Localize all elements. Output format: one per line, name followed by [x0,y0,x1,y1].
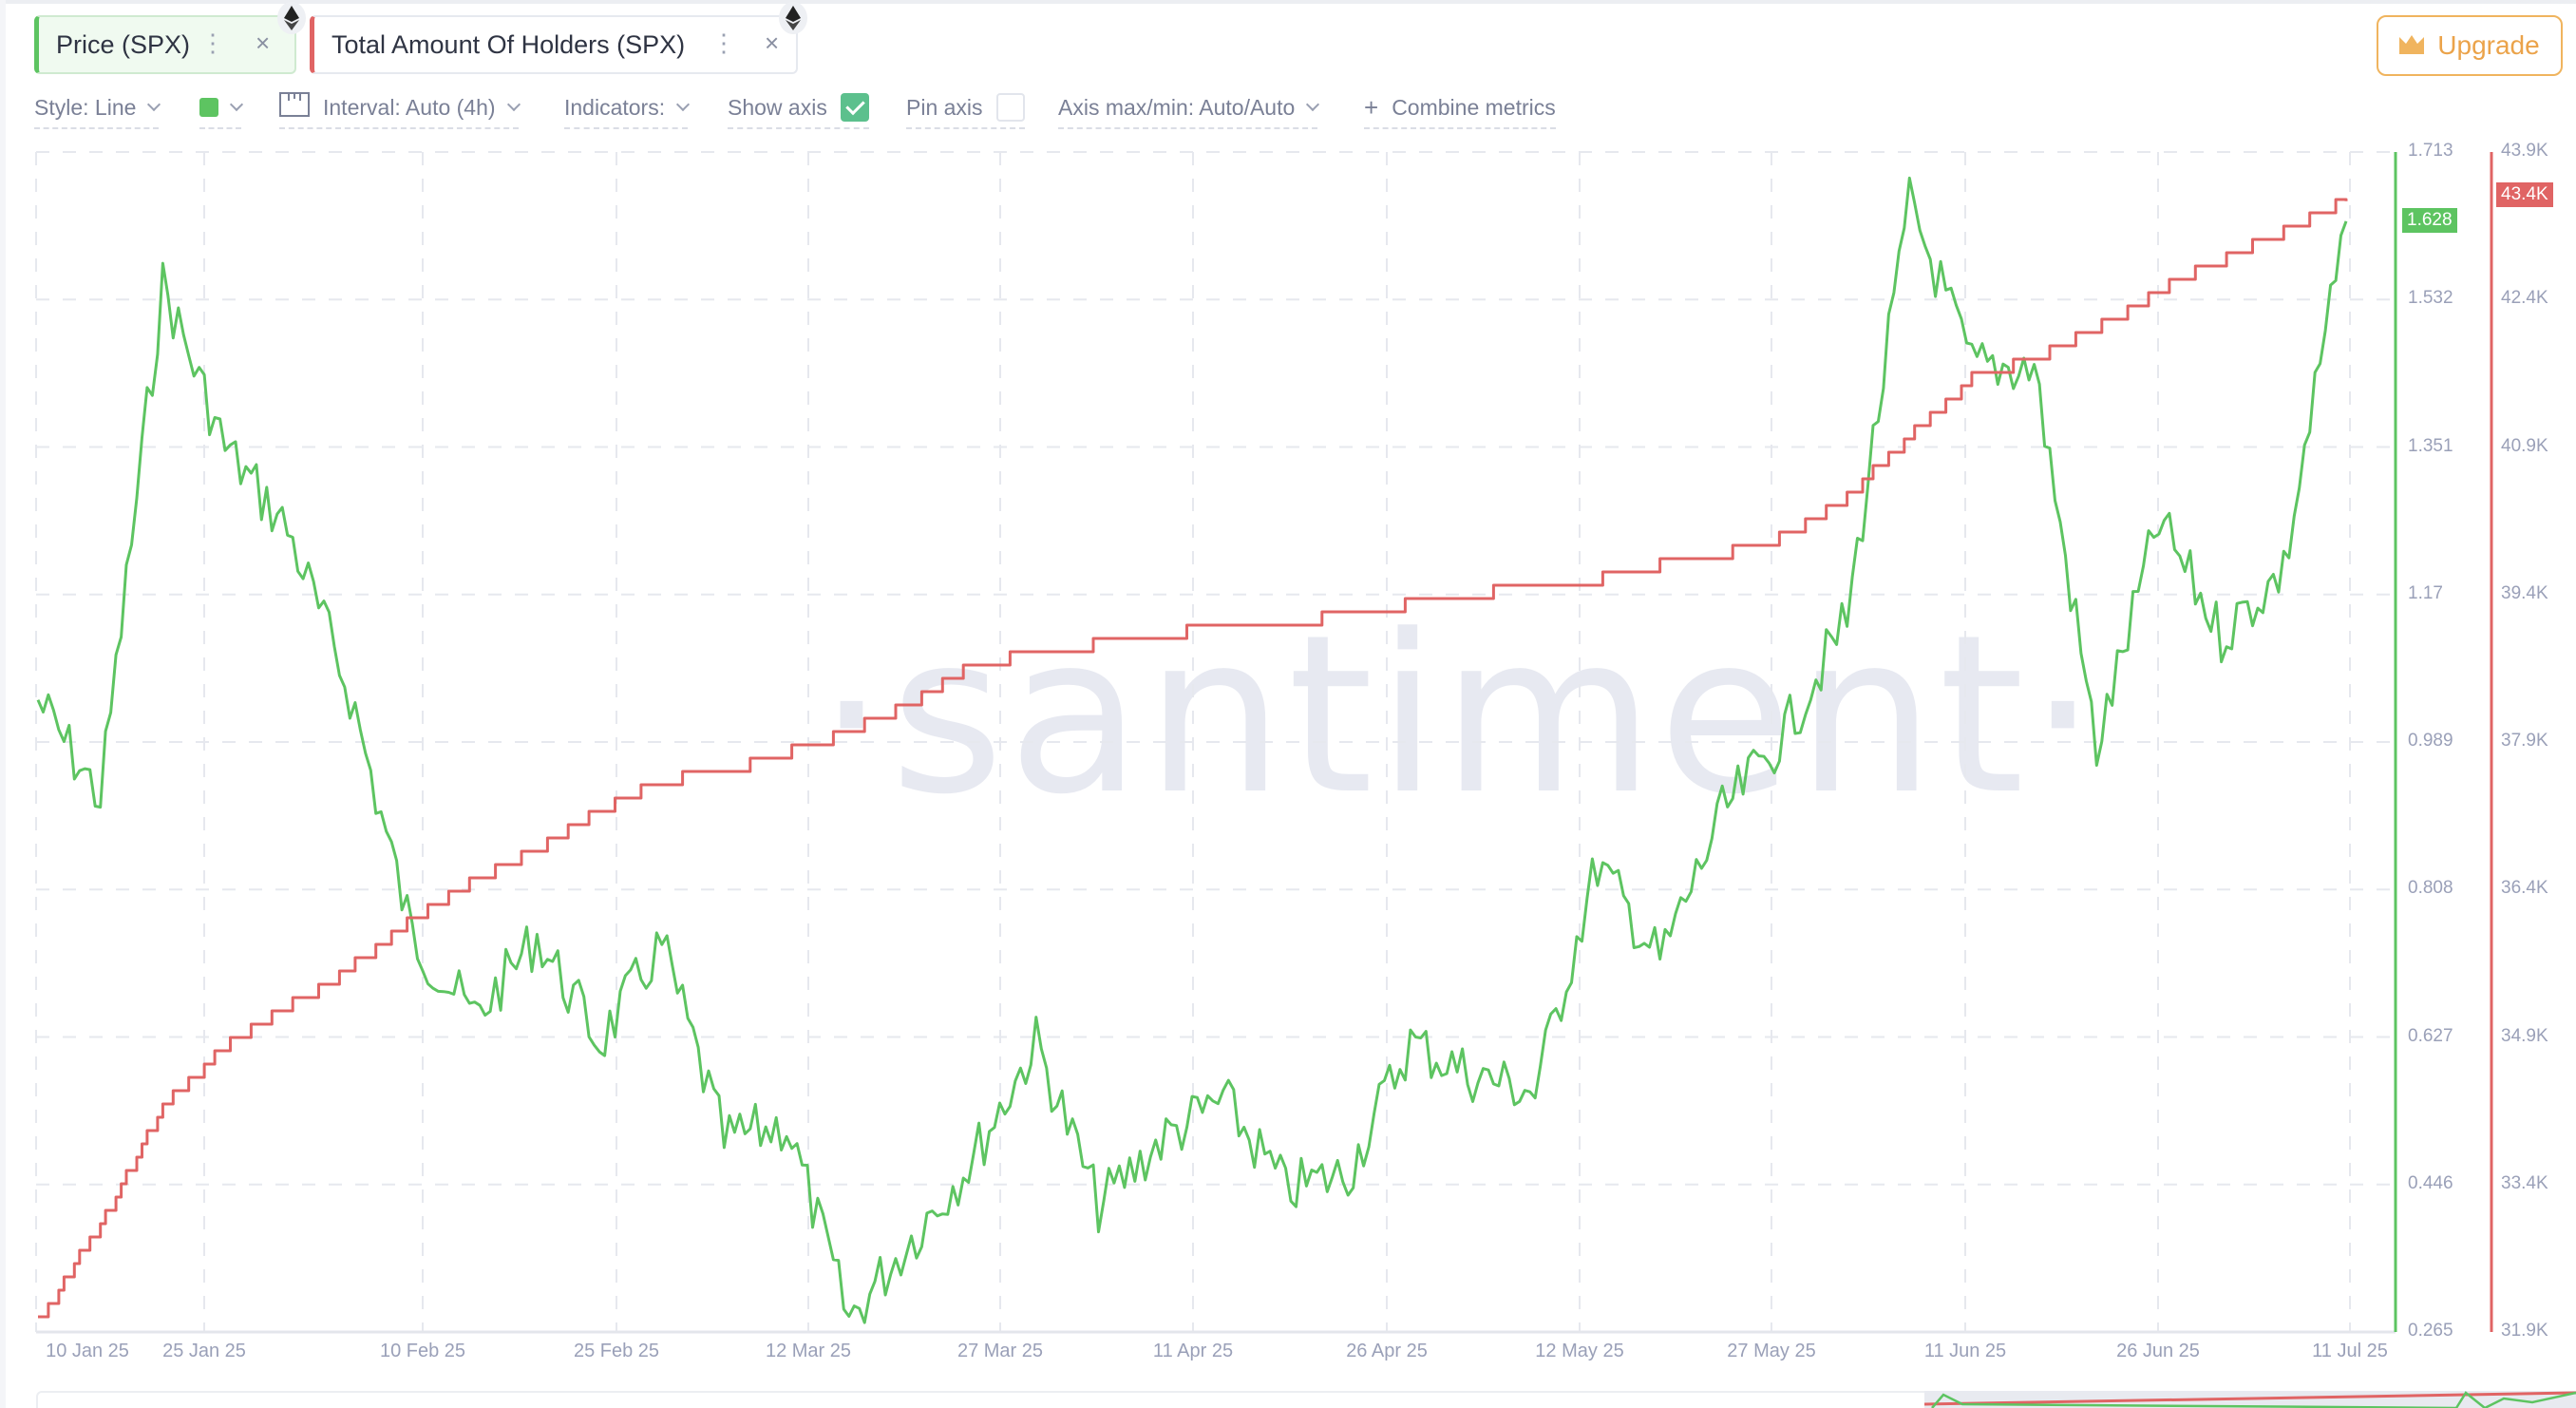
upgrade-label: Upgrade [2437,30,2540,60]
axis-minmax-label: Axis max/min: Auto/Auto [1058,94,1296,120]
x-axis-tick: 27 May 25 [1727,1341,1816,1361]
close-icon[interactable]: × [256,29,271,57]
current-holders-badge: 43.4K [2496,182,2553,207]
current-price-badge: 1.628 [2402,208,2457,233]
x-axis-tick: 11 Jul 25 [2312,1341,2388,1361]
holders-axis-tick: 36.4K [2501,878,2548,899]
ethereum-icon [277,2,306,34]
x-axis-tick: 12 May 25 [1535,1341,1624,1361]
upgrade-button[interactable]: Upgrade [2377,15,2563,76]
holders-line [38,198,2348,1319]
holders-axis-tick: 40.9K [2501,435,2548,456]
price-axis-tick: 0.265 [2408,1321,2453,1341]
price-axis-tick: 1.17 [2408,582,2443,603]
pin-axis-label: Pin axis [906,94,983,120]
metric-label: Price (SPX) [56,29,191,59]
indicators-label: Indicators: [564,94,666,120]
ethereum-icon [779,2,807,34]
show-axis-toggle[interactable]: Show axis [728,91,869,129]
holders-axis-tick: 37.9K [2501,731,2548,751]
x-axis-tick: 10 Jan 25 [46,1341,129,1361]
price-axis-tick: 0.446 [2408,1172,2453,1193]
interval-label: Interval: Auto (4h) [323,94,496,120]
plus-icon: + [1364,92,1379,122]
ruler-icon [279,92,310,123]
holders-axis-tick: 42.4K [2501,288,2548,309]
holders-axis-tick: 39.4K [2501,582,2548,603]
navigator-window[interactable] [1924,1391,2576,1408]
price-axis-tick: 1.713 [2408,141,2453,161]
vertical-ellipsis-icon[interactable]: ⋮ [200,29,225,57]
pin-axis-checkbox[interactable] [995,93,1025,122]
price-line [36,176,2348,1324]
show-axis-checkbox[interactable] [840,93,869,122]
color-swatch [199,98,218,117]
x-axis-tick: 26 Jun 25 [2116,1341,2200,1361]
pin-axis-toggle[interactable]: Pin axis [906,91,1025,129]
price-axis-tick: 1.532 [2408,288,2453,309]
metric-label: Total Amount Of Holders (SPX) [331,29,686,59]
combine-metrics-label: Combine metrics [1392,94,1556,120]
x-axis-tick: 12 Mar 25 [765,1341,852,1361]
x-axis-tick: 11 Jun 25 [1923,1341,2007,1361]
holders-axis-tick: 33.4K [2501,1172,2548,1193]
style-dropdown[interactable]: Style: Line [34,91,161,129]
axis-minmax-dropdown[interactable]: Axis max/min: Auto/Auto [1058,91,1320,129]
price-axis-tick: 1.351 [2408,435,2453,456]
style-label: Style: Line [34,94,137,120]
color-dropdown[interactable] [199,91,244,129]
top-border [0,0,2576,4]
x-axis-tick: 27 Mar 25 [957,1341,1044,1361]
metric-chip-holders[interactable]: Total Amount Of Holders (SPX) ⋮ × [310,15,798,74]
x-axis-tick: 26 Apr 25 [1346,1341,1428,1361]
x-axis-tick: 11 Apr 25 [1152,1341,1234,1361]
crown-icon [2399,30,2425,61]
price-axis-tick: 0.627 [2408,1025,2453,1046]
combine-metrics-button[interactable]: + Combine metrics [1364,91,1556,129]
x-axis-tick: 25 Feb 25 [573,1341,660,1361]
x-axis-tick: 25 Jan 25 [162,1341,246,1361]
metric-chip-price[interactable]: Price (SPX) ⋮ × [34,15,296,74]
close-icon[interactable]: × [765,29,780,57]
holders-axis-tick: 34.9K [2501,1025,2548,1046]
left-border [0,0,6,1408]
holders-axis-tick: 43.9K [2501,141,2548,161]
price-axis-tick: 0.808 [2408,878,2453,899]
show-axis-label: Show axis [728,94,827,120]
price-axis-tick: 0.989 [2408,731,2453,751]
vertical-ellipsis-icon[interactable]: ⋮ [711,29,736,57]
indicators-dropdown[interactable]: Indicators: [564,91,691,129]
holders-axis-tick: 31.9K [2501,1321,2548,1341]
x-axis-tick: 10 Feb 25 [379,1341,466,1361]
interval-dropdown[interactable]: Interval: Auto (4h) [279,91,521,129]
